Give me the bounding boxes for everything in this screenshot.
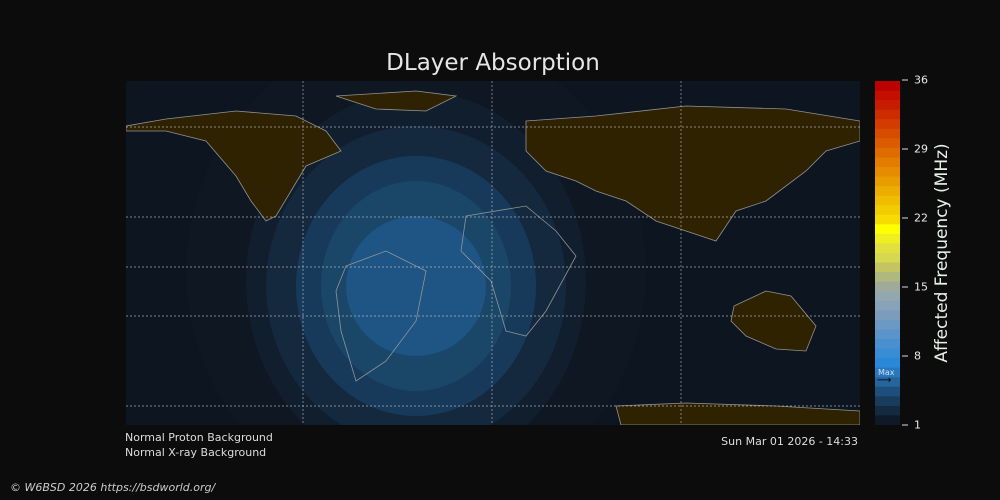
colorbar-band	[875, 310, 900, 321]
continents	[126, 90, 860, 425]
colorbar-tick: 36	[902, 74, 928, 87]
colorbar-band	[875, 281, 900, 292]
colorbar-band	[875, 272, 900, 283]
colorbar-band	[875, 128, 900, 139]
eurasia	[525, 105, 860, 242]
map-svg	[126, 81, 860, 425]
colorbar-band	[875, 377, 900, 388]
colorbar-band	[875, 205, 900, 216]
colorbar-band	[875, 147, 900, 158]
colorbar-band	[875, 329, 900, 340]
colorbar-band	[875, 214, 900, 225]
colorbar-band	[875, 405, 900, 416]
colorbar-band	[875, 367, 900, 378]
xray-status: Normal X-ray Background	[125, 446, 267, 459]
greenland	[335, 90, 458, 112]
colorbar-band	[875, 291, 900, 302]
colorbar-band	[875, 157, 900, 168]
chart-title: DLayer Absorption	[386, 50, 600, 76]
colorbar-band	[875, 396, 900, 407]
africa	[460, 205, 577, 337]
colorbar-band	[875, 167, 900, 178]
north-america	[126, 110, 342, 222]
colorbar-band	[875, 224, 900, 235]
absorption-map	[126, 81, 860, 425]
colorbar-band	[875, 176, 900, 187]
colorbar-band	[875, 186, 900, 197]
colorbar-band	[875, 358, 900, 369]
max-arrow-icon: ⟶	[877, 374, 892, 386]
colorbar-band	[875, 195, 900, 206]
colorbar-band	[875, 319, 900, 330]
colorbar-band	[875, 300, 900, 311]
max-marker-label: Max	[878, 367, 895, 377]
australia	[730, 290, 817, 352]
colorbar-band	[875, 119, 900, 130]
contour-6	[346, 216, 486, 356]
colorbar-band	[875, 138, 900, 149]
colorbar-band	[875, 233, 900, 244]
timestamp: Sun Mar 01 2026 - 14:33	[721, 435, 858, 448]
colorbar-band	[875, 243, 900, 254]
colorbar-tick: 22	[902, 212, 928, 225]
colorbar-tick: 15	[902, 281, 928, 294]
copyright: © W6BSD 2026 https://bsdworld.org/	[10, 481, 216, 494]
colorbar	[875, 81, 900, 425]
proton-status: Normal Proton Background	[125, 431, 273, 444]
colorbar-tick: 1	[902, 419, 921, 432]
south-america	[335, 250, 427, 382]
colorbar-band	[875, 386, 900, 397]
antarctica	[615, 402, 860, 425]
colorbar-band	[875, 100, 900, 111]
colorbar-band	[875, 81, 900, 92]
absorption-contours	[186, 81, 646, 425]
colorbar-band	[875, 415, 900, 425]
colorbar-label: Affected Frequency (MHz)	[932, 143, 952, 363]
colorbar-band	[875, 348, 900, 359]
colorbar-band	[875, 90, 900, 101]
colorbar-band	[875, 253, 900, 264]
colorbar-tick: 8	[902, 350, 921, 363]
colorbar-band	[875, 262, 900, 273]
colorbar-tick: 29	[902, 143, 928, 156]
colorbar-band	[875, 109, 900, 120]
colorbar-band	[875, 339, 900, 350]
graticule	[126, 81, 860, 425]
